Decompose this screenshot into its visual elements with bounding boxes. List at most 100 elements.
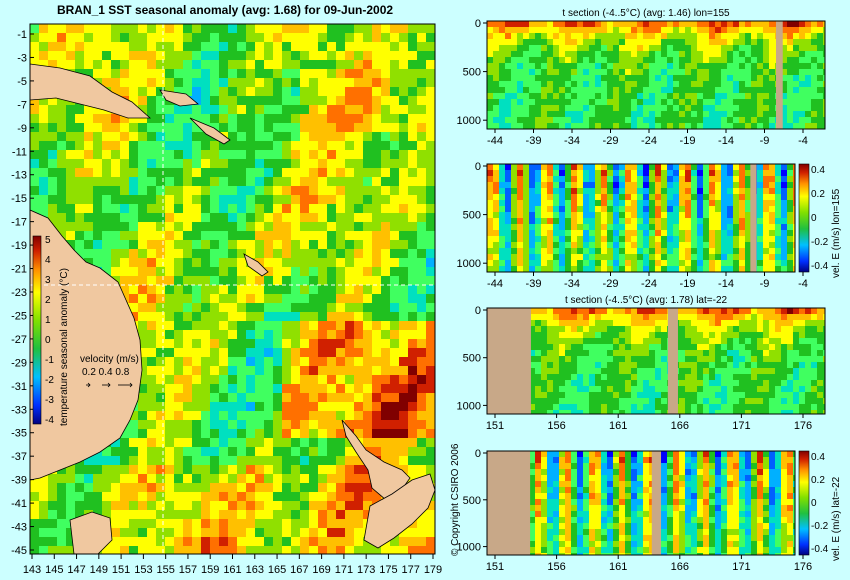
section-cell [631,93,637,99]
section-cell [595,260,601,266]
section-cell [763,200,769,206]
section-cell [697,236,703,242]
map-cell [354,429,363,438]
section-cell [763,75,769,81]
map-cell [183,60,192,69]
map-cell [345,123,354,132]
section-cell [595,230,601,236]
section-cell [763,27,769,33]
section-panels: t section (-4..5°C) (avg: 1.46) lon=1550… [457,8,842,573]
section-cell [535,176,541,182]
section-cell [673,69,679,75]
section-cell [637,170,643,176]
map-cell [309,240,318,249]
section-cell [601,87,607,93]
map-cell [318,519,327,528]
section-cell [571,51,577,57]
map-cell [237,204,246,213]
map-cell [111,24,120,33]
map-cell [30,168,39,177]
map-cell [111,87,120,96]
section-cell [523,63,529,69]
map-cell [309,402,318,411]
section-cell [721,224,727,230]
map-cell [372,375,381,384]
section-cell [661,308,667,314]
map-cell [138,312,147,321]
map-cell [138,384,147,393]
map-cell [390,132,399,141]
section-cell [655,182,661,188]
section-cell [523,260,529,266]
map-cell [291,375,300,384]
map-cell [336,321,345,330]
map-cell [390,339,399,348]
map-cell [102,474,111,483]
section-cell [601,51,607,57]
section-cell [547,248,553,254]
map-cell [381,411,390,420]
map-cell [300,330,309,339]
section-cell [547,254,553,260]
section-cell [661,123,667,129]
map-cell [147,537,156,546]
section-cell [547,218,553,224]
section-cell [775,194,781,200]
map-cell [138,375,147,384]
map-cell [318,168,327,177]
map-cell [291,546,300,554]
section-cell [727,39,733,45]
section-cell [787,93,793,99]
map-cell [156,375,165,384]
map-cell [237,420,246,429]
map-cell [354,159,363,168]
section-cell [619,87,625,93]
map-cell [300,258,309,267]
map-cell [66,240,75,249]
map-cell [192,312,201,321]
sst-colorbar-tick-label: 4 [45,255,51,266]
section-cell [643,188,649,194]
map-cell [291,402,300,411]
map-cell [75,60,84,69]
section-cell [787,188,793,194]
section-cell [805,123,811,129]
section-cell [493,182,499,188]
section-x-tick-label: -14 [718,278,734,290]
section-cell [745,111,751,117]
map-cell [282,285,291,294]
section-cell [511,194,517,200]
section-cell [589,314,595,320]
map-cell [147,411,156,420]
map-cell [210,330,219,339]
section-cell [655,194,661,200]
map-cell [219,96,228,105]
map-cell [237,96,246,105]
section-cell [559,170,565,176]
section-cell [535,254,541,260]
section-cell [541,308,547,314]
map-cell [165,60,174,69]
map-cell [192,285,201,294]
section-cell [769,105,775,111]
section-cell [553,248,559,254]
section-cell [499,93,505,99]
section-cell [487,266,493,272]
section-cell [781,123,787,129]
map-cell [264,78,273,87]
section-cell [655,260,661,266]
map-cell [246,312,255,321]
section-cell [535,21,541,27]
map-cell [228,402,237,411]
section-cell [523,111,529,117]
map-cell [201,159,210,168]
map-cell [57,204,66,213]
section-cell [511,99,517,105]
map-cell [102,204,111,213]
section-cell [781,69,787,75]
section-cell [667,224,673,230]
map-cell [246,402,255,411]
section-cell [649,194,655,200]
map-cell [273,51,282,60]
map-cell [138,132,147,141]
